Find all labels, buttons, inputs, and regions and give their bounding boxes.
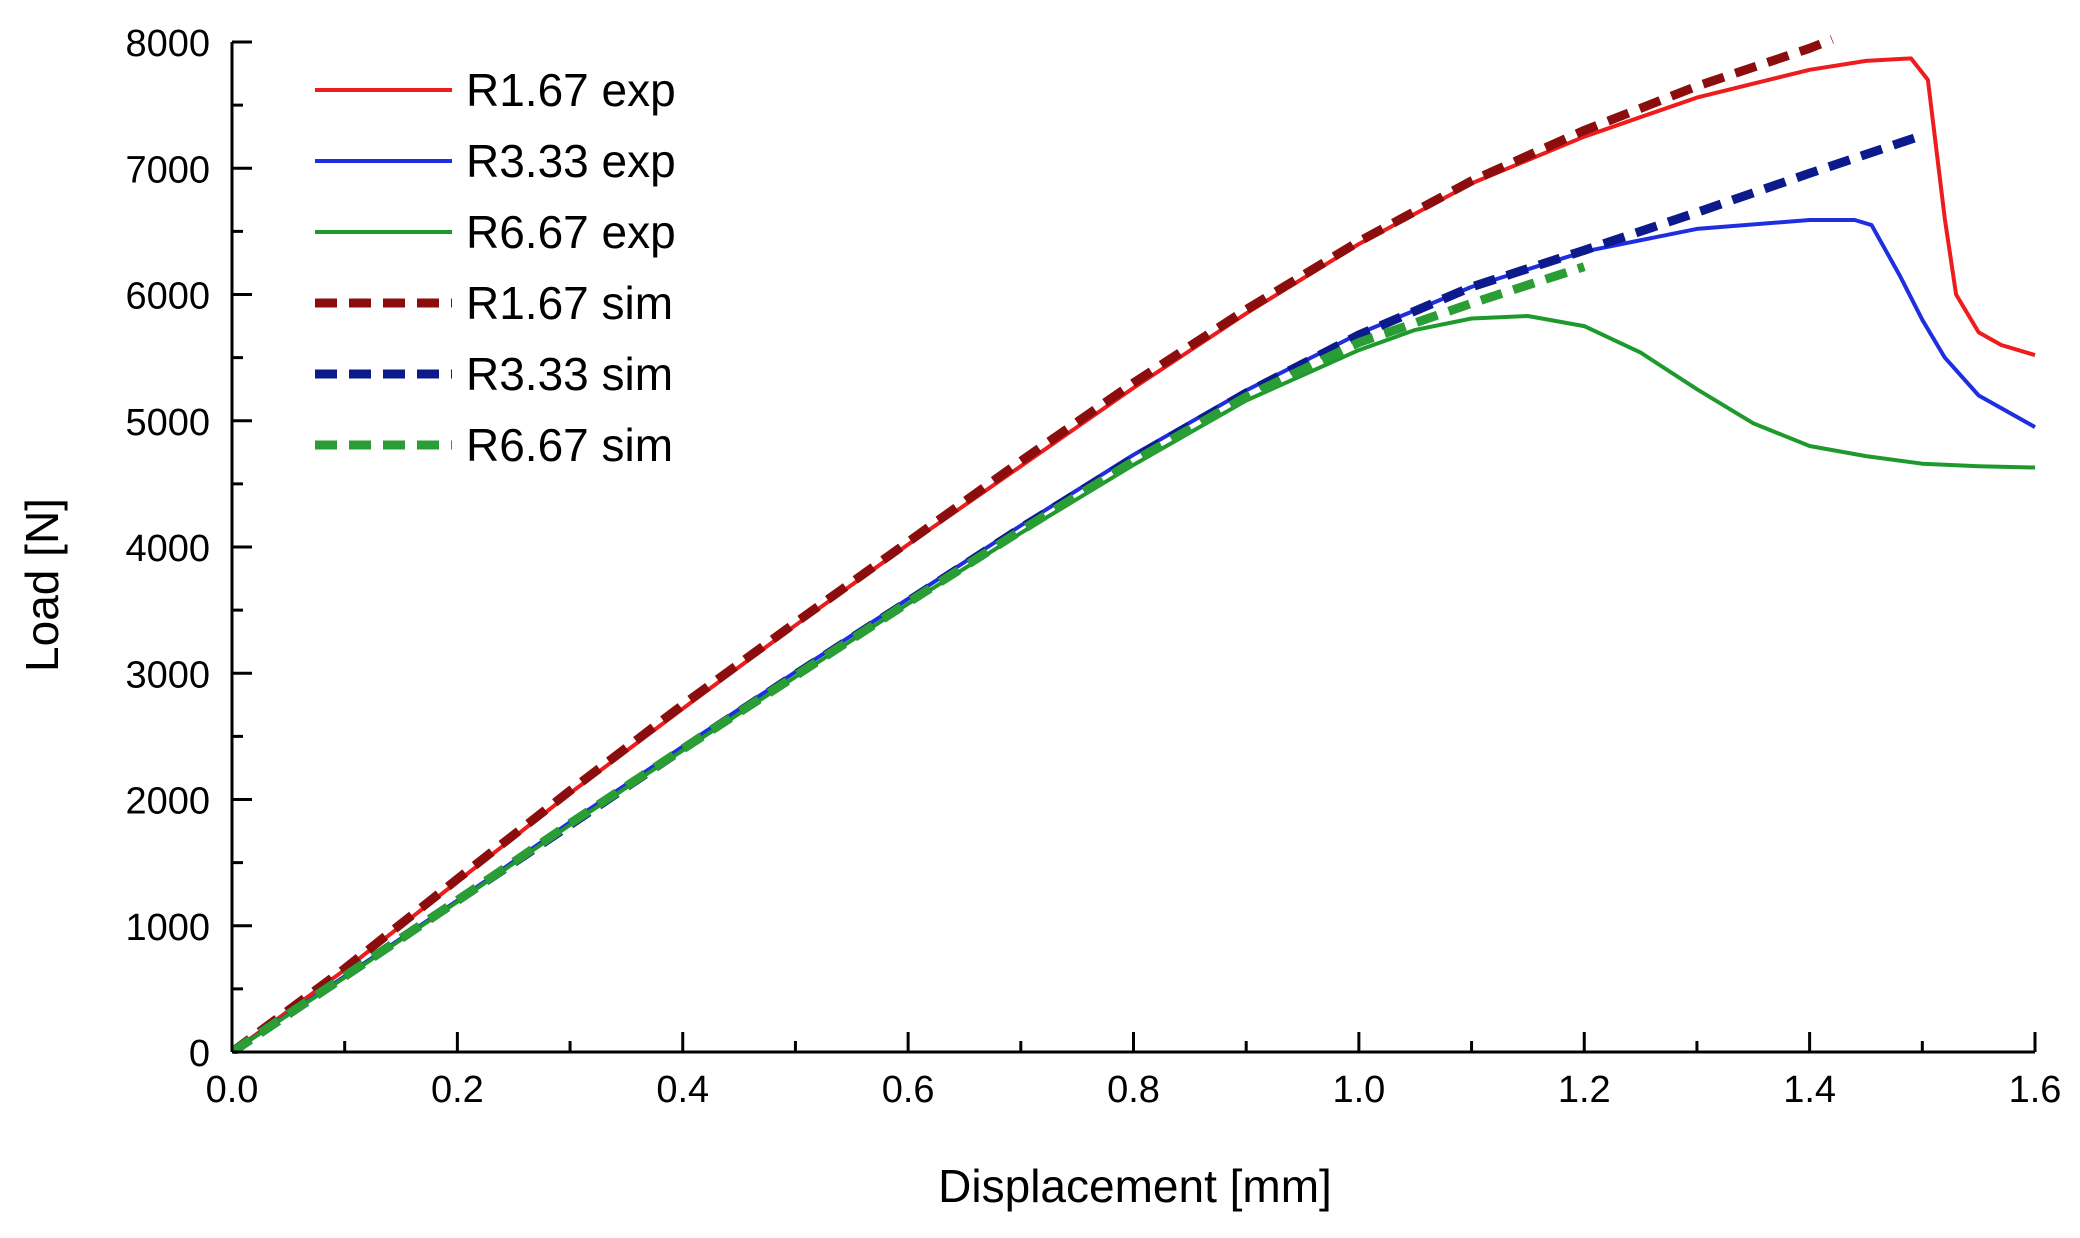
series-layer <box>232 35 2036 1054</box>
axes-layer: 0.0 0.2 0.4 0.6 0.8 1.0 1.2 1.4 1.6 0 1000 2000 3000… <box>125 23 2061 1111</box>
x-tick-label: 1.4 <box>1783 1069 1836 1111</box>
series-line-r6-67-sim <box>232 262 1586 1054</box>
series-line-r1-67-sim <box>232 35 1834 1054</box>
legend-label: R6.67 exp <box>466 206 676 258</box>
x-tick-label: 0.4 <box>656 1069 709 1111</box>
legend-label: R1.67 sim <box>466 277 673 329</box>
legend: R1.67 exp R3.33 exp R6.67 exp R1.67 sim R3.3… <box>315 64 676 471</box>
series-line-r3-33-sim <box>232 131 1924 1054</box>
y-tick-label: 3000 <box>125 654 210 696</box>
series-line-r3-33-exp <box>232 218 2036 1054</box>
x-tick-label: 1.6 <box>2009 1069 2062 1111</box>
x-tick-label: 1.2 <box>1558 1069 1611 1111</box>
legend-label: R3.33 exp <box>466 135 676 187</box>
y-tick-label: 4000 <box>125 528 210 570</box>
x-tick-label: 1.0 <box>1332 1069 1385 1111</box>
y-tick-label: 5000 <box>125 402 210 444</box>
y-tick-label: 1000 <box>125 907 210 949</box>
x-tick-label: 0.8 <box>1107 1069 1160 1111</box>
y-tick-label: 6000 <box>125 276 210 318</box>
x-tick-label: 0.2 <box>431 1069 484 1111</box>
x-axis-title: Displacement [mm] <box>938 1160 1332 1212</box>
legend-label: R1.67 exp <box>466 64 676 116</box>
x-tick-label: 0.0 <box>206 1069 259 1111</box>
y-axis-title: Load [N] <box>16 498 68 672</box>
y-tick-label: 8000 <box>125 23 210 65</box>
y-tick-label: 7000 <box>125 149 210 191</box>
x-tick-label: 0.6 <box>882 1069 935 1111</box>
y-tick-label: 0 <box>189 1033 210 1075</box>
legend-label: R3.33 sim <box>466 348 673 400</box>
legend-label: R6.67 sim <box>466 419 673 471</box>
y-tick-label: 2000 <box>125 781 210 823</box>
